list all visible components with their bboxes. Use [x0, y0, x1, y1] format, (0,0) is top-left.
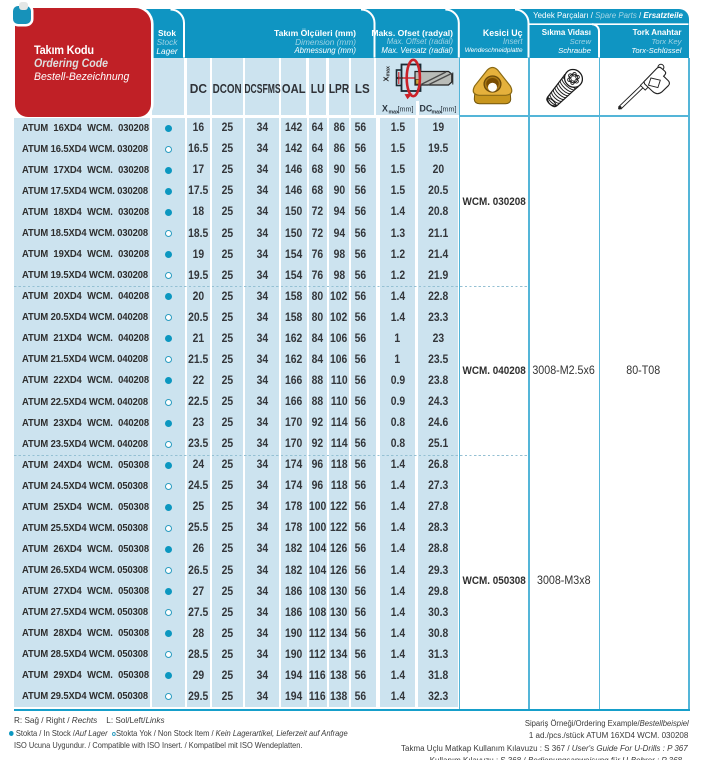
svg-text:max: max	[389, 109, 399, 115]
svg-text:Xmax: Xmax	[382, 66, 392, 82]
svg-text:[mm]: [mm]	[441, 105, 457, 114]
svg-text:[mm]: [mm]	[398, 105, 414, 114]
svg-text:DC: DC	[420, 104, 433, 114]
svg-text:max: max	[432, 109, 442, 115]
svg-text:X: X	[382, 104, 388, 114]
